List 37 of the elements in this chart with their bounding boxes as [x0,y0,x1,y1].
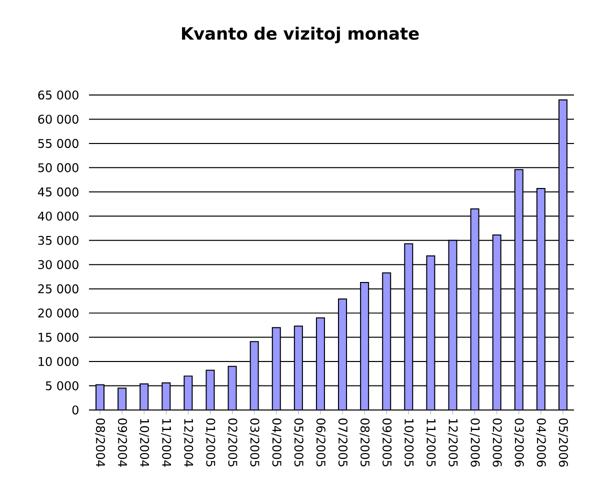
y-tick-label: 10 000 [38,357,78,366]
y-tick-label: 40 000 [38,212,78,221]
x-tick-label: 02/2005 [227,418,238,466]
y-tick-label: 45 000 [38,187,78,196]
y-tick-label: 15 000 [38,332,78,342]
y-tick-label: 25 000 [38,284,78,294]
y-tick-label: 55 000 [38,138,78,148]
y-tick-label: 60 000 [38,114,78,124]
x-tick-label: 04/2005 [271,418,282,466]
x-tick-label: 12/2005 [448,419,458,466]
x-tick-label: 10/2004 [139,419,150,467]
y-tick-label: 65 000 [38,90,78,100]
x-tick-label: 08/2004 [95,418,105,467]
x-tick-label: 11/2005 [426,419,436,466]
x-tick-label: 11/2004 [161,419,172,467]
x-tick-label: 09/2005 [382,418,392,466]
x-tick-label: 01/2005 [205,418,216,466]
y-tick-label: 35 000 [38,236,78,245]
x-tick-label: 06/2005 [315,418,326,466]
chart-title: Kvanto de vizitoj monate [182,26,419,44]
x-tick-label: 09/2004 [117,418,128,467]
x-tick-label: 02/2006 [492,418,502,467]
x-tick-label: 01/2006 [470,418,480,467]
y-tick-label: 30 000 [38,260,78,270]
x-tick-label: 05/2006 [558,418,568,467]
x-tick-label: 05/2005 [293,418,304,466]
x-tick-label: 10/2005 [404,419,414,466]
x-tick-label: 07/2005 [338,418,348,466]
y-tick-label: 0 [72,405,78,415]
x-tick-label: 03/2006 [514,418,524,467]
x-tick-label: 12/2004 [183,419,194,467]
y-tick-label: 50 000 [38,163,78,172]
x-tick-label: 03/2005 [249,418,260,466]
y-tick-label: 20 000 [38,308,78,318]
x-tick-label: 08/2005 [360,418,370,466]
y-tick-label: 5 000 [46,381,78,390]
x-tick-label: 04/2006 [536,418,546,467]
